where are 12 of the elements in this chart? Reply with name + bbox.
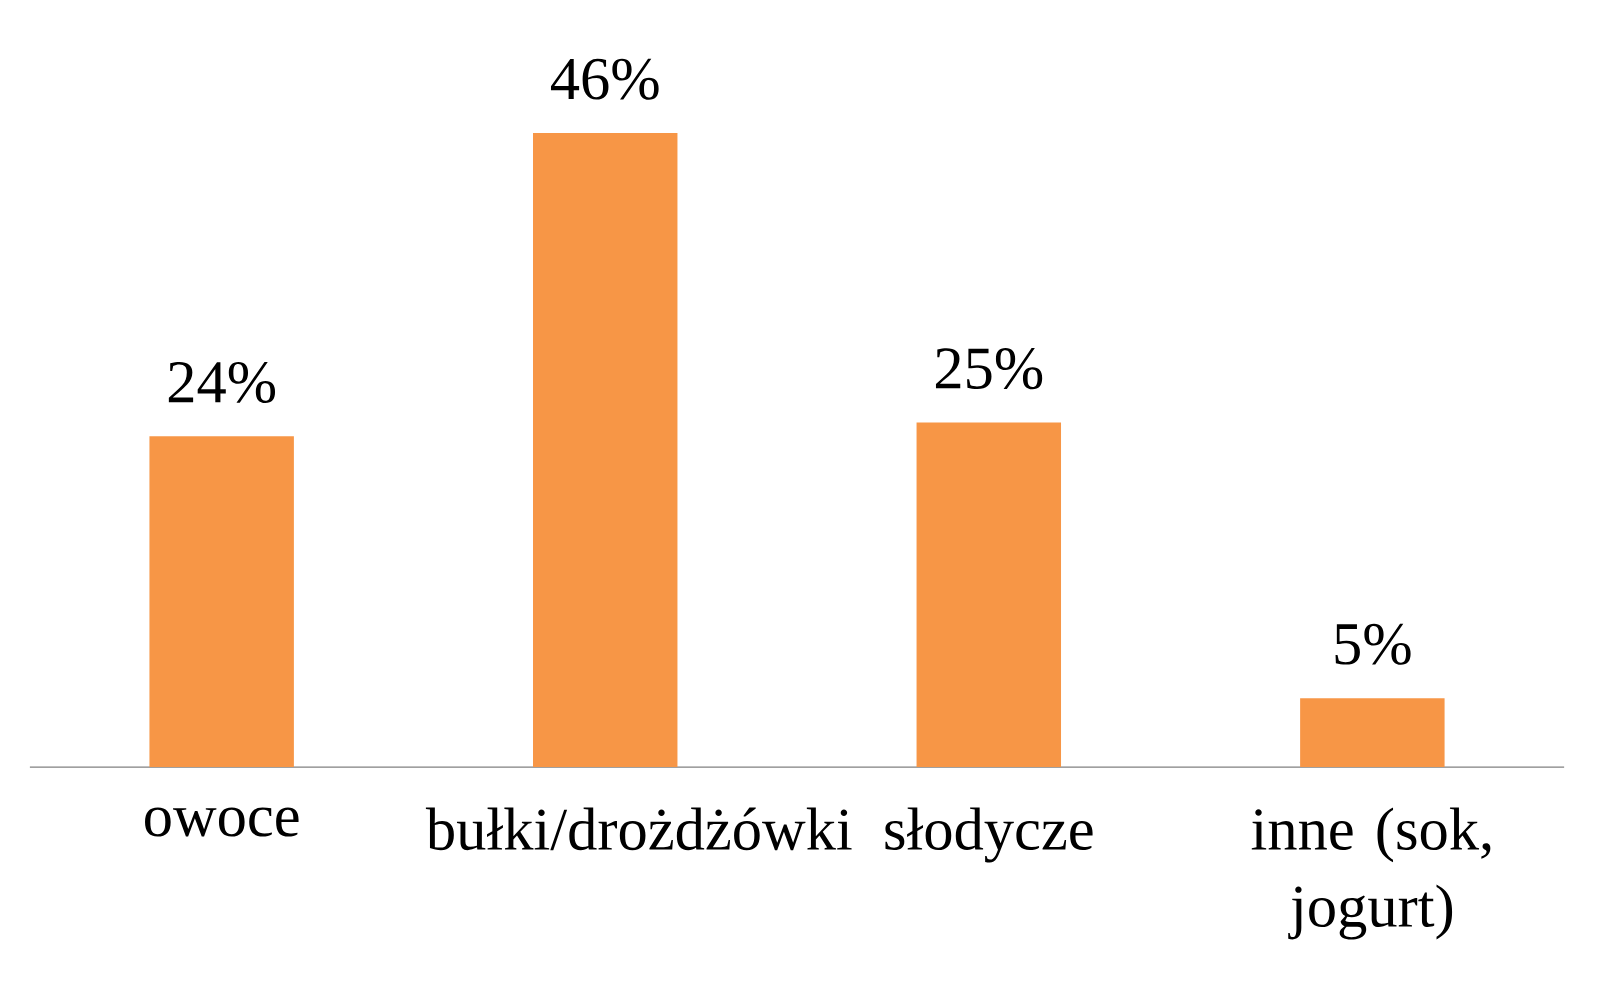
data-label: 5% — [1335, 623, 1411, 665]
x-tick-label: słodycze — [885, 807, 1093, 863]
bar — [149, 436, 294, 767]
x-tick-label: bułki/drożdżówki — [425, 807, 852, 851]
bar — [916, 422, 1062, 767]
x-tick-label: owoce — [145, 807, 299, 837]
x-tick-label: inne (sok, jogurt) — [1251, 807, 1491, 940]
bar — [1300, 698, 1445, 767]
bar — [533, 132, 678, 767]
data-label: 25% — [935, 348, 1043, 390]
data-label: 24% — [168, 361, 276, 403]
data-label: 46% — [550, 58, 659, 100]
